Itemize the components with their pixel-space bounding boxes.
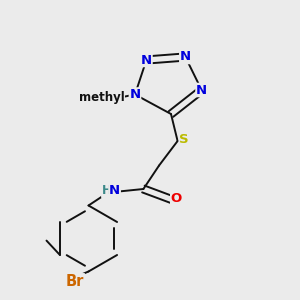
Text: N: N — [141, 53, 152, 67]
Text: N: N — [180, 50, 191, 64]
Text: N: N — [109, 184, 120, 197]
Text: N: N — [196, 83, 207, 97]
Text: O: O — [171, 192, 182, 206]
Text: H: H — [102, 184, 112, 197]
Text: Br: Br — [66, 274, 84, 289]
Text: N: N — [129, 88, 141, 101]
Text: methyl: methyl — [79, 91, 124, 104]
Text: S: S — [179, 133, 189, 146]
